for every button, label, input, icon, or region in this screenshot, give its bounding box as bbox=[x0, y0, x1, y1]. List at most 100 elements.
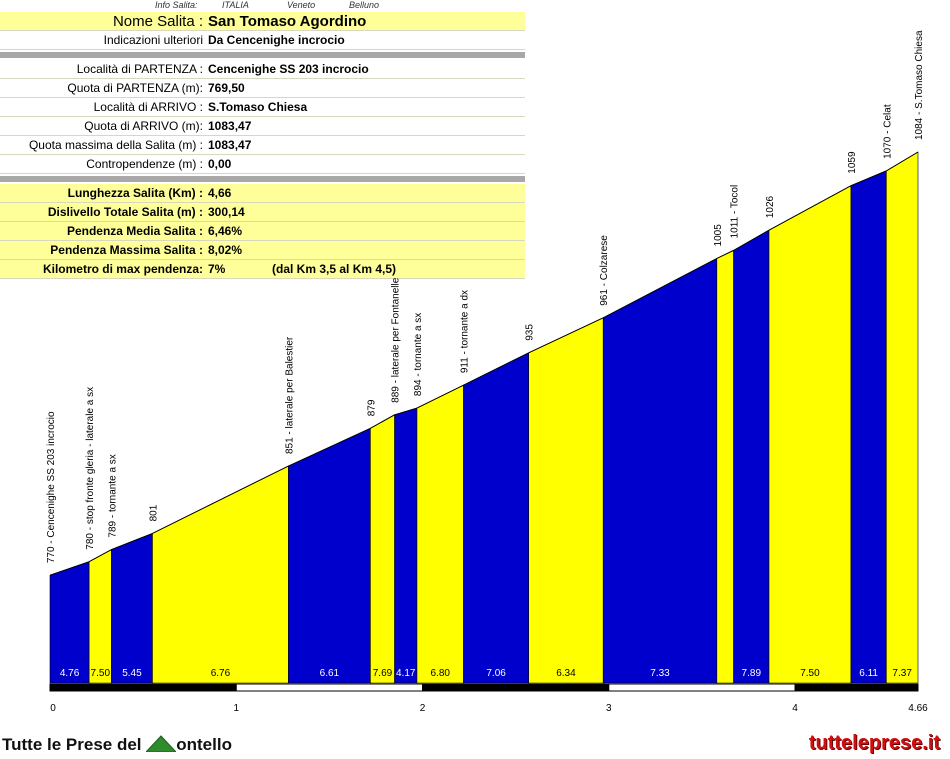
profile-segment bbox=[288, 427, 371, 684]
segment-grade-label: 4.76 bbox=[60, 668, 80, 679]
segment-grade-label: 7.69 bbox=[373, 668, 393, 679]
climb-name-row: Nome Salita : San Tomaso Agordino bbox=[0, 12, 525, 31]
segment-grade-label: 4.17 bbox=[396, 668, 416, 679]
counter-slope-row: Contropendenze (m) : 0,00 bbox=[0, 155, 525, 174]
waypoint-label: 1059 bbox=[847, 151, 858, 174]
profile-segment bbox=[716, 249, 734, 684]
profile-segment bbox=[49, 561, 90, 684]
segment-grade-label: 6.34 bbox=[556, 668, 576, 679]
waypoint-label: 935 bbox=[525, 324, 536, 341]
km-bar-segment bbox=[235, 683, 424, 692]
gain-value: 300,14 bbox=[208, 205, 245, 219]
km-tick-label: 4 bbox=[792, 703, 798, 714]
waypoint-label: 889 - laterale per Fontanelle bbox=[391, 277, 402, 403]
climb-info-table: Nome Salita : San Tomaso Agordino Indica… bbox=[0, 12, 525, 279]
gain-label: Dislivello Totale Salita (m) : bbox=[47, 205, 203, 219]
start-place-label: Località di PARTENZA : bbox=[76, 62, 203, 76]
waypoint-label: 1084 - S.Tomaso Chiesa bbox=[914, 30, 925, 140]
km-bar-segment bbox=[49, 683, 237, 692]
info-strip-label: Info Salita: bbox=[155, 0, 198, 10]
max-km-value: 7% bbox=[208, 262, 226, 276]
profile-segment bbox=[850, 170, 887, 684]
end-place-row: Località di ARRIVO : S.Tomaso Chiesa bbox=[0, 98, 525, 117]
max-grade-value: 8,02% bbox=[208, 243, 243, 257]
climb-hints-value: Da Cencenighe incrocio bbox=[208, 33, 345, 47]
max-km-row: Kilometro di max pendenza: 7% (dal Km 3,… bbox=[0, 260, 525, 279]
end-place-label: Località di ARRIVO : bbox=[93, 100, 203, 114]
end-alt-label: Quota di ARRIVO (m): bbox=[84, 119, 203, 133]
segment-grade-label: 7.50 bbox=[800, 668, 820, 679]
gain-row: Dislivello Totale Salita (m) : 300,14 bbox=[0, 203, 525, 222]
profile-segment bbox=[733, 229, 770, 684]
profile-segment bbox=[886, 151, 919, 684]
segment-grade-label: 6.76 bbox=[211, 668, 231, 679]
waypoint-label: 1005 bbox=[713, 224, 724, 247]
profile-segment bbox=[528, 317, 604, 684]
grade-labels: 4.76 7.50 5.45 6.76 6.61 7.69 4.17 6.80 7.06 6.34… bbox=[60, 668, 913, 679]
counter-slope-label: Contropendenze (m) : bbox=[86, 157, 203, 171]
length-row: Lunghezza Salita (Km) : 4,66 bbox=[0, 184, 525, 203]
length-value: 4,66 bbox=[208, 186, 232, 200]
info-strip-country: ITALIA bbox=[222, 0, 249, 10]
waypoint-labels: 770 - Cencenighe SS 203 incrocio 780 - st… bbox=[46, 30, 925, 563]
logo-text-prefix: Tutte le Prese del bbox=[2, 735, 142, 754]
segment-grade-label: 6.11 bbox=[859, 668, 878, 679]
waypoint-label: 894 - tornante a sx bbox=[413, 313, 424, 396]
profile-segment bbox=[463, 352, 530, 684]
end-alt-value: 1083,47 bbox=[208, 119, 252, 133]
start-alt-label: Quota di PARTENZA (m): bbox=[67, 81, 203, 95]
segment-grade-label: 7.89 bbox=[742, 668, 762, 679]
segment-grade-label: 7.33 bbox=[650, 668, 670, 679]
start-place-value: Cencenighe SS 203 incrocio bbox=[208, 62, 369, 76]
profile-segment bbox=[370, 414, 395, 684]
start-place-row: Località di PARTENZA : Cencenighe SS 203… bbox=[0, 60, 525, 79]
segment-grade-label: 7.50 bbox=[91, 668, 111, 679]
climb-hints-label: Indicazioni ulteriori bbox=[103, 33, 203, 47]
profile-outline bbox=[49, 151, 919, 576]
info-strip-region: Veneto bbox=[287, 0, 316, 10]
max-grade-row: Pendenza Massima Salita : 8,02% bbox=[0, 241, 525, 260]
waypoint-label: 961 - Colzarese bbox=[599, 235, 610, 306]
km-tick-label: 4.66 bbox=[908, 703, 928, 714]
segment-grade-label: 7.37 bbox=[892, 668, 912, 679]
waypoint-label: 1070 - Celat bbox=[882, 104, 893, 159]
climb-name-value: San Tomaso Agordino bbox=[208, 13, 367, 30]
divider bbox=[0, 52, 525, 58]
waypoint-label: 801 bbox=[148, 504, 159, 521]
waypoint-label: 851 - laterale per Balestier bbox=[284, 336, 295, 454]
km-tick-label: 2 bbox=[420, 703, 426, 714]
km-tick-label: 3 bbox=[606, 703, 612, 714]
profile-segment bbox=[152, 465, 289, 684]
avg-grade-value: 6,46% bbox=[208, 224, 243, 238]
waypoint-label: 1026 bbox=[765, 195, 776, 218]
climb-name-label: Nome Salita : bbox=[112, 13, 203, 30]
max-km-label: Kilometro di max pendenza: bbox=[42, 262, 203, 276]
length-label: Lunghezza Salita (Km) : bbox=[67, 186, 203, 200]
segment-grade-label: 7.06 bbox=[486, 668, 506, 679]
waypoint-label: 789 - tornante a sx bbox=[107, 454, 118, 537]
km-tick-label: 1 bbox=[233, 703, 239, 714]
waypoint-label: 1011 - Tocol bbox=[730, 185, 741, 239]
km-tick-label: 0 bbox=[50, 703, 56, 714]
waypoint-label: 879 bbox=[366, 399, 377, 416]
site-url[interactable]: tutteleprese.it bbox=[808, 732, 940, 754]
km-tick-labels: 0 1 2 3 4 4.66 bbox=[50, 703, 928, 714]
km-bar-segment bbox=[422, 683, 610, 692]
counter-slope-value: 0,00 bbox=[208, 157, 232, 171]
max-grade-label: Pendenza Massima Salita : bbox=[50, 243, 203, 257]
start-alt-row: Quota di PARTENZA (m): 769,50 bbox=[0, 79, 525, 98]
waypoint-label: 911 - tornante a dx bbox=[460, 290, 471, 373]
info-strip: Info Salita: ITALIA Veneto Belluno bbox=[0, 0, 525, 10]
profile-segment bbox=[602, 257, 718, 684]
segment-grade-label: 5.45 bbox=[122, 668, 142, 679]
avg-grade-label: Pendenza Media Salita : bbox=[66, 224, 203, 238]
km-bar-segment bbox=[794, 683, 919, 692]
profile-segment bbox=[88, 549, 112, 684]
divider bbox=[0, 176, 525, 182]
profile-segment bbox=[416, 384, 464, 684]
km-scale-bar bbox=[49, 683, 919, 692]
mountain-icon bbox=[146, 735, 177, 752]
waypoint-label: 770 - Cencenighe SS 203 incrocio bbox=[46, 411, 57, 563]
info-strip-province: Belluno bbox=[349, 0, 380, 10]
end-place-value: S.Tomaso Chiesa bbox=[208, 100, 308, 114]
